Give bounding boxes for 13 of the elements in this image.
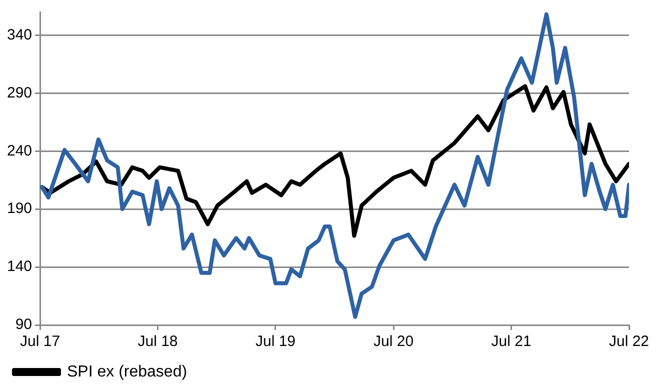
x-tick-label: Jul 22: [608, 333, 650, 350]
x-tick-label: Jul 20: [374, 333, 414, 350]
x-tick-label: Jul 17: [20, 333, 60, 350]
x-tick-label: Jul 19: [255, 333, 296, 350]
y-tick-label: 190: [6, 200, 32, 218]
y-tick-label: 90: [15, 316, 32, 334]
y-tick-label: 140: [6, 258, 32, 276]
y-tick-label: 240: [6, 142, 32, 160]
y-tick-label: 290: [6, 84, 32, 102]
x-tick-label: Jul 18: [138, 333, 178, 350]
x-tick-label: Jul 21: [491, 333, 532, 350]
y-tick-label: 340: [6, 26, 32, 44]
legend-label: SPI ex (rebased): [67, 363, 188, 380]
